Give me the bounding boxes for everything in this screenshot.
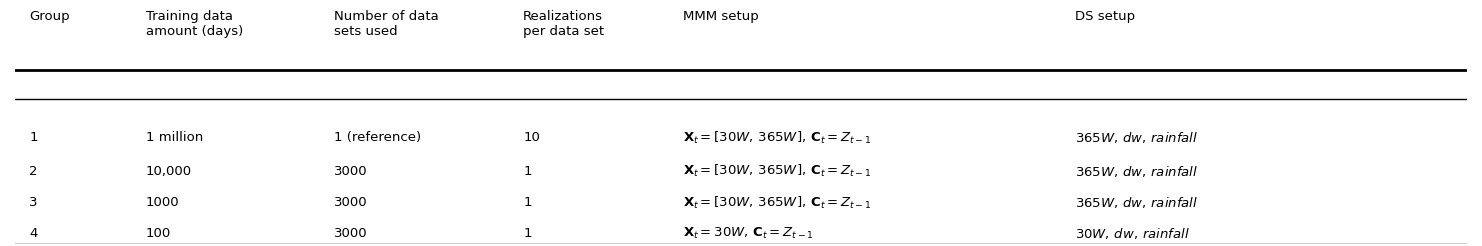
Text: $365W,\,dw,\,\mathit{rainfall}$: $365W,\,dw,\,\mathit{rainfall}$ (1074, 130, 1199, 145)
Text: 2: 2 (30, 165, 39, 178)
Text: 3000: 3000 (335, 227, 368, 240)
Text: 1: 1 (30, 131, 39, 144)
Text: $30W,\,dw,\,\mathit{rainfall}$: $30W,\,dw,\,\mathit{rainfall}$ (1074, 226, 1190, 241)
Text: 1 million: 1 million (145, 131, 203, 144)
Text: Realizations
per data set: Realizations per data set (523, 10, 605, 38)
Text: MMM setup: MMM setup (683, 10, 759, 23)
Text: 100: 100 (145, 227, 170, 240)
Text: $\mathbf{X}_t = [30W,\,365W],\,\mathbf{C}_t = Z_{t-1}$: $\mathbf{X}_t = [30W,\,365W],\,\mathbf{C… (683, 163, 871, 179)
Text: $365W,\,dw,\,\mathit{rainfall}$: $365W,\,dw,\,\mathit{rainfall}$ (1074, 195, 1199, 210)
Text: 1: 1 (523, 165, 532, 178)
Text: $\mathbf{X}_t = [30W,\,365W],\,\mathbf{C}_t = Z_{t-1}$: $\mathbf{X}_t = [30W,\,365W],\,\mathbf{C… (683, 195, 871, 211)
Text: 1: 1 (523, 227, 532, 240)
Text: 10,000: 10,000 (145, 165, 191, 178)
Text: 1000: 1000 (145, 196, 179, 209)
Text: Number of data
sets used: Number of data sets used (335, 10, 439, 38)
Text: 4: 4 (30, 227, 37, 240)
Text: Group: Group (30, 10, 70, 23)
Text: $\mathbf{X}_t = [30W,\,365W],\,\mathbf{C}_t = Z_{t-1}$: $\mathbf{X}_t = [30W,\,365W],\,\mathbf{C… (683, 129, 871, 146)
Text: 3000: 3000 (335, 165, 368, 178)
Text: 1: 1 (523, 196, 532, 209)
Text: $\mathbf{X}_t = 30W,\,\mathbf{C}_t = Z_{t-1}$: $\mathbf{X}_t = 30W,\,\mathbf{C}_t = Z_{… (683, 226, 814, 241)
Text: 3000: 3000 (335, 196, 368, 209)
Text: 10: 10 (523, 131, 539, 144)
Text: $365W,\,dw,\,\mathit{rainfall}$: $365W,\,dw,\,\mathit{rainfall}$ (1074, 164, 1199, 179)
Text: 1 (reference): 1 (reference) (335, 131, 421, 144)
Text: Training data
amount (days): Training data amount (days) (145, 10, 243, 38)
Text: 3: 3 (30, 196, 39, 209)
Text: DS setup: DS setup (1074, 10, 1135, 23)
